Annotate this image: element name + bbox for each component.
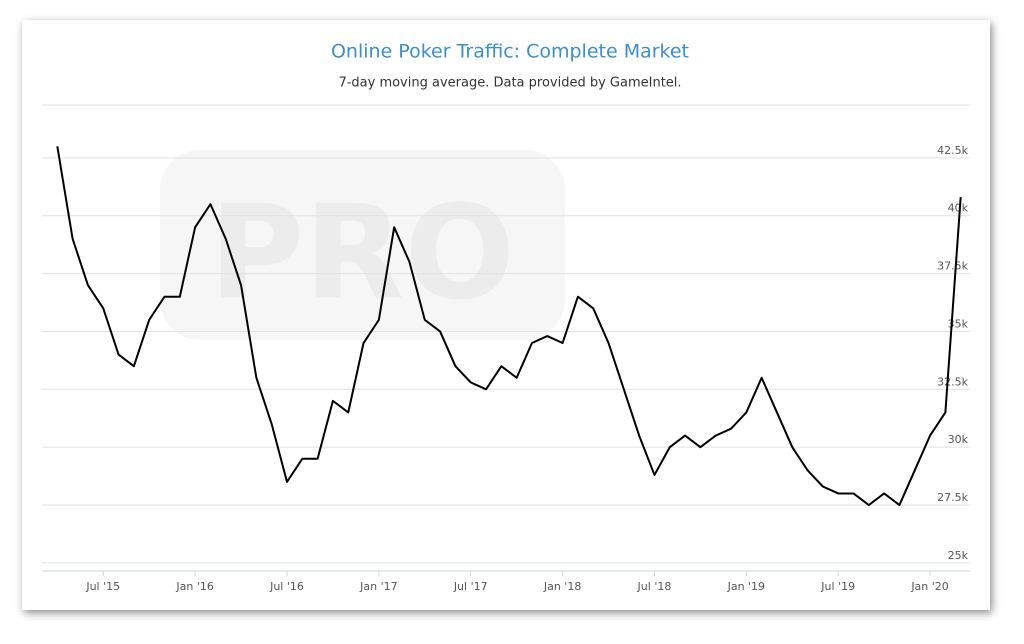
watermark: PRO [209, 177, 515, 329]
y-tick-label: 37.5k [937, 260, 968, 273]
chart-title: Online Poker Traffic: Complete Market [331, 41, 689, 63]
x-tick-label: Jul '19 [820, 580, 855, 593]
line [56, 146, 962, 507]
y-tick-label: 27.5k [937, 491, 968, 504]
y-tick-label: 25k [948, 549, 969, 562]
chart-subtitle: 7-day moving average. Data provided by G… [338, 76, 681, 91]
x-tick-label: Jan '16 [175, 580, 213, 593]
x-tick-label: Jul '16 [269, 580, 304, 593]
x-tick-label: Jul '17 [453, 580, 488, 593]
x-tick-label: Jan '18 [543, 580, 581, 593]
x-tick-label: Jul '18 [637, 580, 672, 593]
x-tick-label: Jan '20 [910, 580, 948, 593]
y-tick-label: 42.5k [937, 144, 968, 157]
watermark-box [160, 150, 565, 340]
y-tick-label: 30k [948, 433, 969, 446]
y-tick-label: 32.5k [937, 375, 968, 388]
x-tick-label: Jan '19 [727, 580, 765, 593]
x-tick-label: Jul '15 [85, 580, 120, 593]
y-tick-label: 40k [948, 202, 969, 215]
x-tick-label: Jan '17 [359, 580, 397, 593]
